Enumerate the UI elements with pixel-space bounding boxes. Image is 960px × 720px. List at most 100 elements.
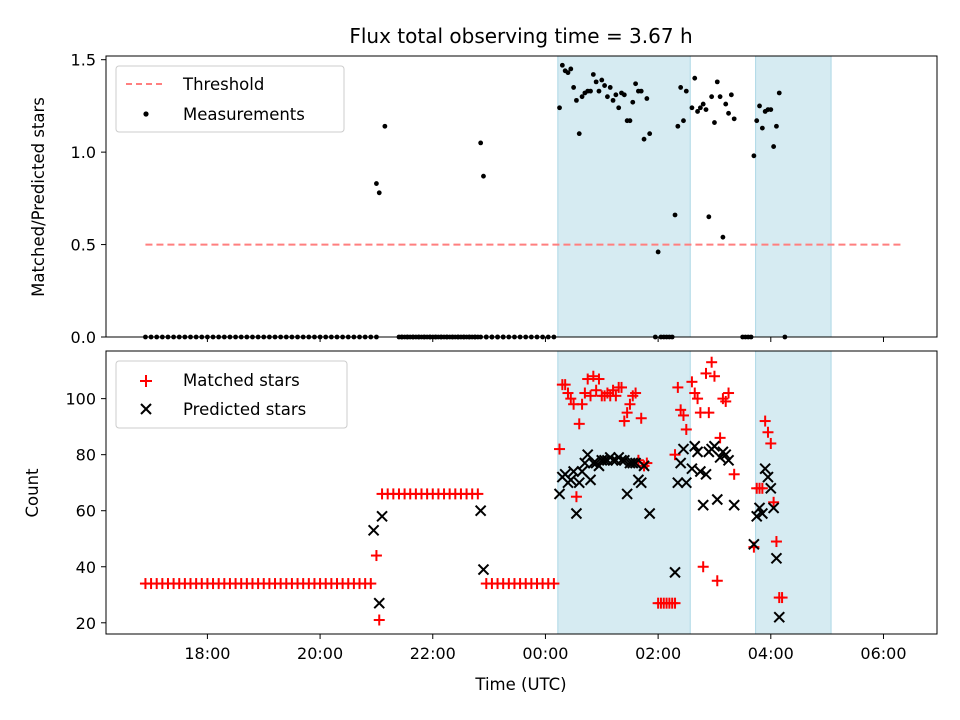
- predicted-star-point: [720, 448, 732, 461]
- predicted-star-point: [691, 446, 704, 458]
- measurement-point: [714, 79, 720, 85]
- measurement-point: [605, 94, 610, 100]
- predicted-star-point: [674, 457, 687, 469]
- matched-star-point: [630, 387, 642, 399]
- top-panel: 0.0 0.5 1.0 1.5 Matched/Predicted stars Thr…: [29, 51, 938, 347]
- shaded-interval: [557, 350, 691, 635]
- predicted-star-point: [373, 597, 385, 609]
- matched-star-point: [621, 407, 633, 419]
- measurement-point: [638, 88, 644, 94]
- measurement-point: [728, 92, 734, 98]
- measurement-point: [757, 103, 762, 109]
- shaded-interval: [755, 55, 832, 338]
- predicted-star-point: [689, 440, 701, 452]
- measurement-point: [751, 153, 757, 159]
- measurement-point: [576, 131, 582, 137]
- measurement-point: [731, 116, 737, 122]
- legend-measurements-swatch: [143, 111, 149, 117]
- legend-predicted-swatch: [140, 403, 152, 415]
- matched-star-point: [616, 381, 628, 393]
- matched-star-point: [610, 390, 622, 402]
- predicted-star-point: [607, 454, 619, 466]
- predicted-star-point: [615, 454, 628, 466]
- y-tick-label: 0.5: [71, 236, 96, 255]
- matched-star-point: [562, 387, 574, 399]
- predicted-star-point: [708, 440, 721, 452]
- measurement-point: [557, 105, 562, 111]
- matched-star-point: [762, 426, 774, 438]
- legend-threshold-label: Threshold: [182, 75, 264, 94]
- measurement-point: [599, 77, 605, 83]
- predicted-star-point: [700, 468, 712, 480]
- legend-matched-label: Matched stars: [183, 371, 300, 390]
- top-y-axis-label: Matched/Predicted stars: [29, 97, 48, 297]
- predicted-star-point: [669, 566, 681, 579]
- legend-matched-swatch: [140, 375, 152, 387]
- measurement-point: [630, 99, 636, 105]
- predicted-star-point: [759, 462, 771, 475]
- bottom-panel: 20 40 60 80 100 18:00 20:00 22:00 00:00 02:00 04:…: [23, 350, 938, 694]
- y-tick-label: 60: [76, 502, 96, 521]
- measurement-point: [697, 105, 703, 111]
- y-tick-label: 100: [65, 390, 96, 409]
- matched-star-point: [675, 404, 687, 416]
- measurement-point: [621, 92, 627, 98]
- measurement-point: [759, 125, 765, 131]
- matched-star-point: [559, 379, 571, 391]
- bottom-y-ticks: 20 40 60 80 100: [65, 390, 106, 633]
- measurement-point: [610, 97, 616, 103]
- predicted-star-point: [711, 493, 723, 506]
- predicted-star-point: [570, 507, 583, 520]
- top-axes-frame: [105, 55, 938, 338]
- matched-star-point: [373, 614, 385, 626]
- measurement-point: [481, 173, 486, 179]
- measurement-point: [633, 81, 638, 87]
- top-legend: Threshold Measurements: [115, 65, 345, 133]
- bottom-legend: Matched stars Predicted stars: [115, 360, 348, 429]
- measurement-point: [647, 131, 653, 137]
- shaded-interval: [557, 55, 691, 338]
- measurement-point: [602, 83, 607, 88]
- x-tick-label: 00:00: [522, 644, 568, 663]
- predicted-star-point: [672, 476, 684, 489]
- matched-star-point: [635, 412, 647, 424]
- predicted-star-point: [584, 474, 597, 486]
- matched-star-point: [700, 367, 712, 379]
- y-tick-label: 80: [76, 446, 96, 465]
- matched-star-point: [669, 597, 681, 609]
- x-tick-label: 02:00: [635, 644, 681, 663]
- measurement-point: [593, 79, 599, 85]
- matched-star-point: [573, 418, 585, 430]
- predicted-star-point: [722, 454, 735, 466]
- measurement-point: [574, 97, 579, 103]
- matched-star-point: [689, 387, 701, 399]
- y-tick-label: 20: [76, 614, 96, 633]
- predicted-star-point: [618, 454, 631, 466]
- shaded-interval: [755, 350, 832, 635]
- matched-star-point: [692, 393, 704, 405]
- measurement-point: [689, 105, 695, 111]
- matched-star-point: [728, 468, 740, 480]
- matched-star-point: [768, 496, 780, 508]
- matched-star-point: [587, 370, 599, 382]
- predicted-star-point: [553, 488, 566, 500]
- measurement-point: [695, 109, 700, 114]
- measurement-point: [681, 118, 686, 124]
- matched-star-point: [365, 578, 377, 590]
- measurement-point: [571, 85, 577, 90]
- predicted-star-point: [751, 510, 763, 523]
- predicted-star-point: [627, 457, 639, 469]
- matched-star-point: [697, 561, 709, 573]
- matched-star-point: [582, 373, 594, 385]
- matched-star-point: [680, 423, 692, 435]
- measurement-point: [774, 123, 779, 129]
- matched-star-point: [723, 387, 735, 399]
- predicted-star-point: [714, 451, 726, 464]
- predicted-star-point: [579, 457, 591, 469]
- matched-star-point: [472, 488, 484, 500]
- matched-star-point: [756, 482, 768, 494]
- y-tick-label: 0.0: [71, 328, 96, 347]
- measurement-point: [596, 88, 602, 94]
- measurement-point: [776, 90, 782, 96]
- predicted-star-point: [576, 465, 588, 478]
